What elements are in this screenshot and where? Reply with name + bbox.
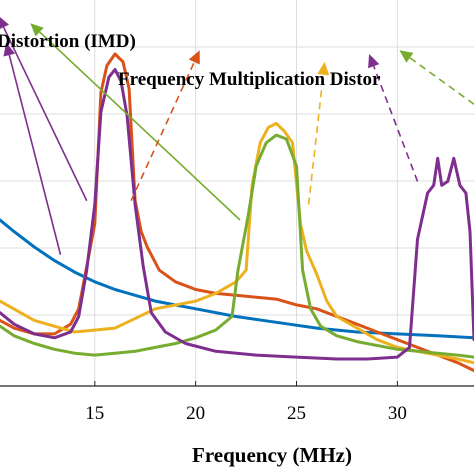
annotation-arrow	[368, 54, 419, 182]
x-tick-label: 15	[85, 403, 104, 424]
annotation-arrow	[30, 23, 241, 221]
grid	[0, 0, 474, 386]
x-tick-label: 30	[388, 403, 407, 424]
x-tick-label: 20	[186, 403, 205, 424]
annotation-arrow	[0, 17, 88, 202]
annotation-arrow	[130, 50, 200, 202]
series-line-5	[0, 68, 474, 361]
annotation-frequency-multiplication: Frequency Multiplication Distor	[118, 69, 381, 90]
annotation-imd: Distortion (IMD)	[0, 31, 136, 52]
annotation-arrow	[399, 50, 474, 105]
series-group	[0, 52, 474, 373]
series-line-3	[0, 122, 474, 365]
series-line-2	[0, 52, 474, 373]
tick-labels: 152025303	[85, 403, 407, 424]
annotation-arrows	[0, 17, 474, 255]
axes	[0, 381, 474, 387]
annotation-arrow	[307, 61, 330, 205]
series-line-4	[0, 133, 474, 359]
x-tick-label: 25	[287, 403, 306, 424]
annotation-arrow	[3, 42, 62, 255]
x-axis-label: Frequency (MHz)	[192, 443, 352, 467]
series-line-1	[0, 218, 474, 340]
